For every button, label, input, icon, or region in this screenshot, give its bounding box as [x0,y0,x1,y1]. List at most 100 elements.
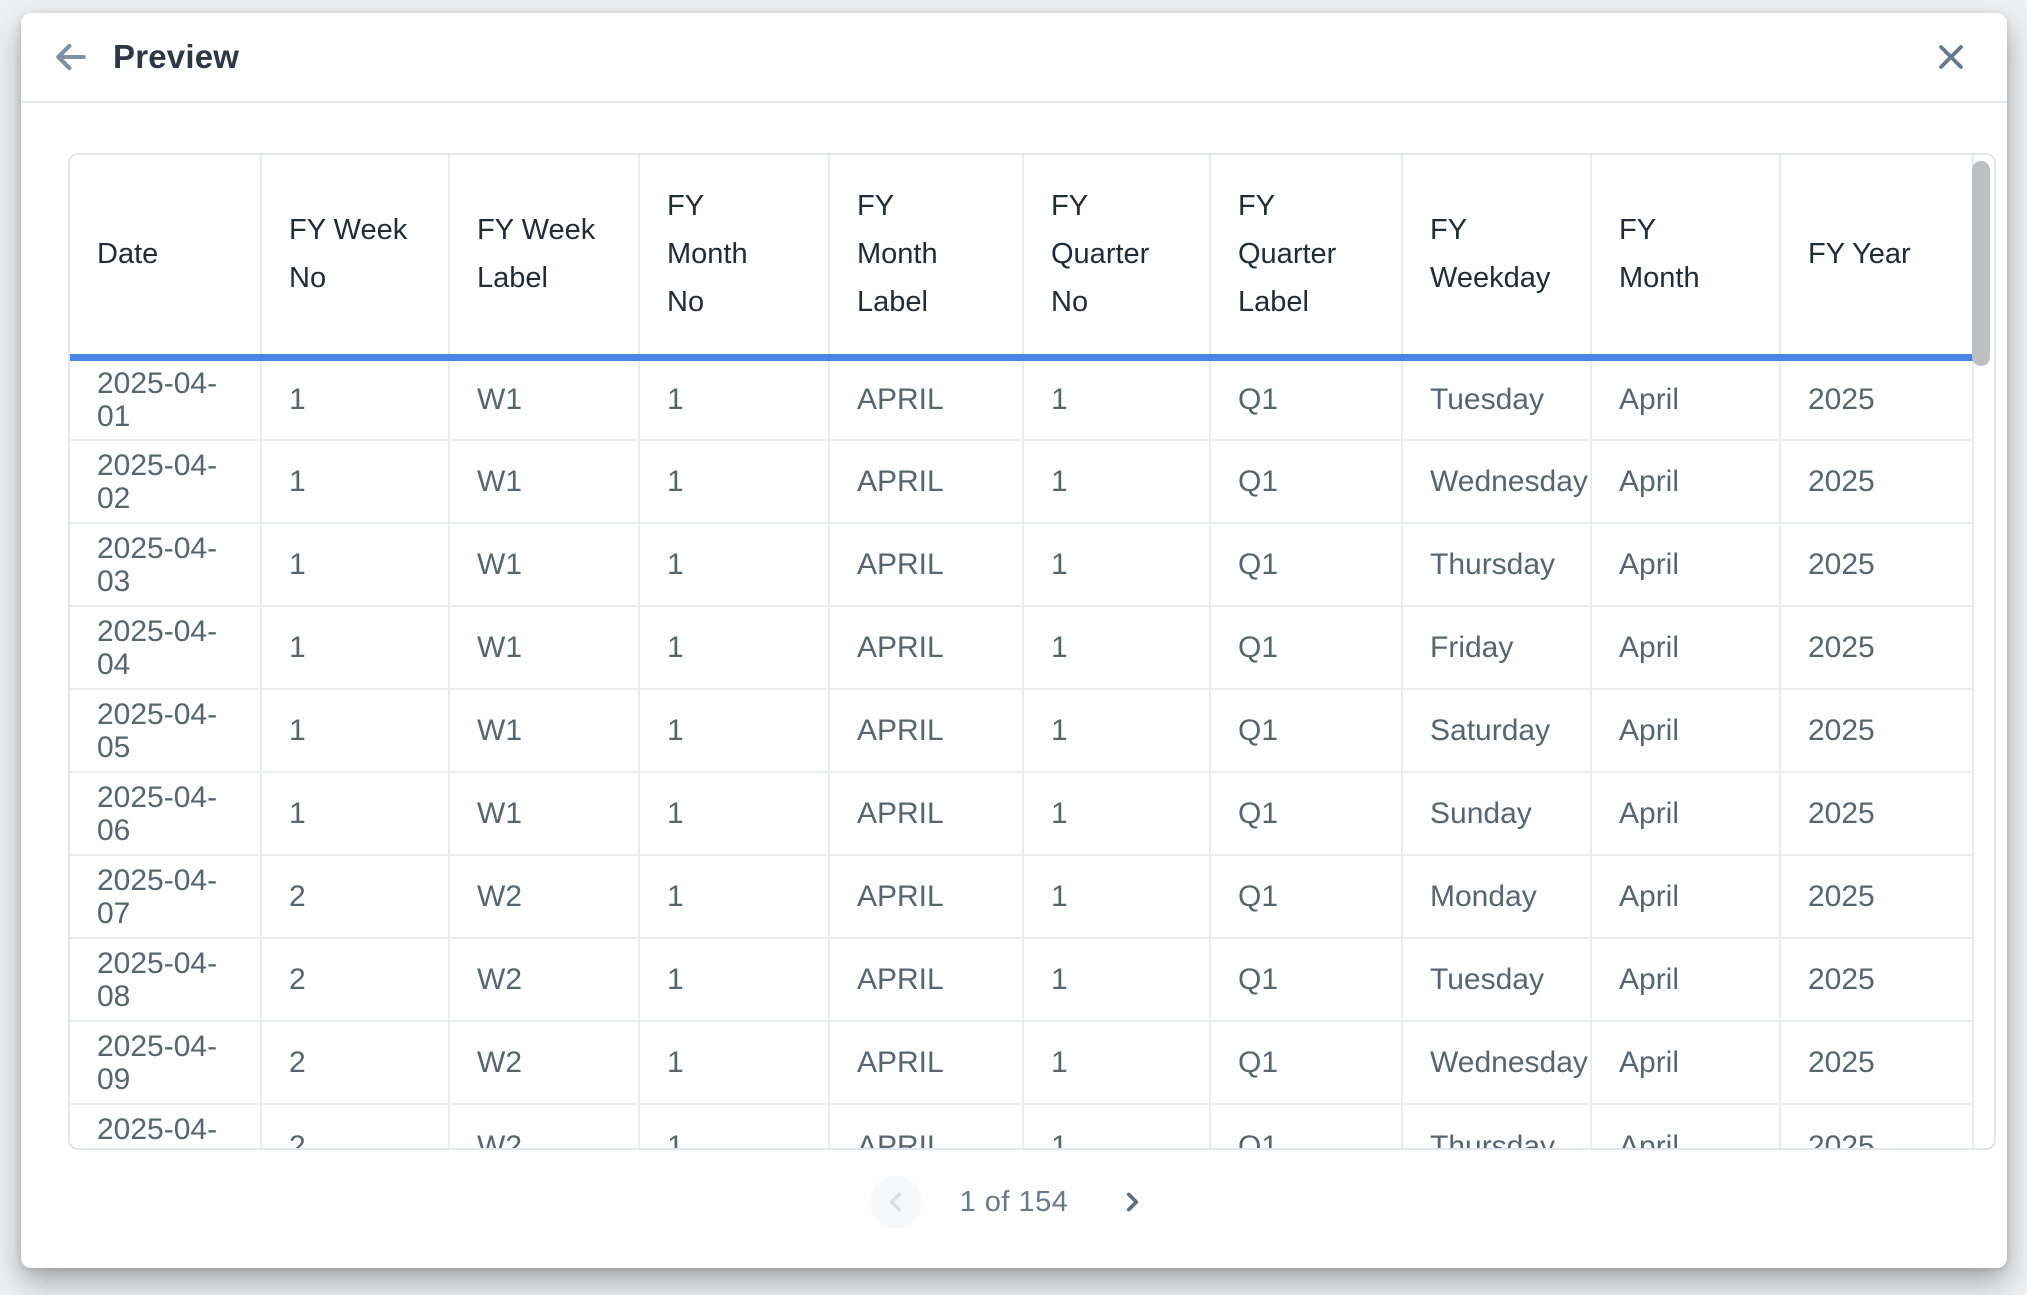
column-header: FY Quarter Label [1210,155,1403,361]
table-cell: 1 [639,689,830,773]
table-cell: 2025-04-09 [70,1021,262,1105]
table-cell: Saturday [1402,689,1592,773]
table-cell: 1 [1023,606,1211,690]
table-cell: Thursday [1402,1104,1592,1148]
table-cell: APRIL [829,938,1024,1022]
table-row: 2025-04-05 1 W1 1 APRIL 1 Q1 Saturday April 2025 [70,689,1974,773]
table-cell: 1 [639,1104,830,1148]
table-cell: Monday [1402,855,1592,939]
back-button[interactable] [49,35,93,79]
table-cell: 1 [639,938,830,1022]
table-cell: 1 [639,440,830,524]
close-button[interactable] [1929,35,1973,79]
preview-table: Date FY Week No FY Week Label FY Month No FY… [70,155,1974,1148]
table-cell: 1 [261,606,450,690]
table-cell: 2025-04-10 [70,1104,262,1148]
column-header: FY Month No [639,155,830,361]
table-cell: Q1 [1210,938,1403,1022]
table-cell: 1 [261,440,450,524]
column-header: FY Quarter No [1023,155,1211,361]
next-page-button[interactable] [1106,1176,1158,1228]
table-cell: April [1591,440,1781,524]
preview-table-container: Date FY Week No FY Week Label FY Month No FY… [68,153,1996,1150]
table-cell: April [1591,1104,1781,1148]
table-cell: W1 [449,440,640,524]
table-body: 2025-04-01 1 W1 1 APRIL 1 Q1 Tuesday April 2025 20… [70,357,1974,1148]
chevron-left-icon [883,1189,909,1215]
table-cell: W1 [449,357,640,441]
table-cell: APRIL [829,689,1024,773]
table-cell: W2 [449,1104,640,1148]
table-cell: 1 [1023,1021,1211,1105]
table-row: 2025-04-09 2 W2 1 APRIL 1 Q1 Wednesday April 2025 [70,1021,1974,1105]
table-cell: 1 [1023,440,1211,524]
table-cell: Q1 [1210,606,1403,690]
previous-page-button[interactable] [869,1176,922,1228]
table-cell: April [1591,357,1781,441]
table-cell: APRIL [829,357,1024,441]
table-row: 2025-04-04 1 W1 1 APRIL 1 Q1 Friday April 2025 [70,606,1974,690]
table-row: 2025-04-03 1 W1 1 APRIL 1 Q1 Thursday April 2025 [70,523,1974,607]
table-cell: 2025 [1780,772,1974,856]
table-cell: APRIL [829,772,1024,856]
table-cell: Friday [1402,606,1592,690]
table-cell: 2 [261,1104,450,1148]
table-cell: 2025-04-06 [70,772,262,856]
table-cell: April [1591,772,1781,856]
table-cell: 1 [1023,523,1211,607]
vertical-scrollbar-thumb[interactable] [1972,161,1990,366]
column-header: FY Week Label [449,155,640,361]
table-cell: Q1 [1210,440,1403,524]
table-cell: 1 [639,357,830,441]
table-cell: W2 [449,855,640,939]
table-cell: Q1 [1210,1104,1403,1148]
table-cell: April [1591,938,1781,1022]
table-cell: 2 [261,855,450,939]
column-header: FY Month Label [829,155,1024,361]
table-cell: 1 [639,523,830,607]
table-cell: 2025-04-08 [70,938,262,1022]
table-cell: 2025 [1780,1021,1974,1105]
table-cell: Wednesday [1402,1021,1592,1105]
pagination: 1 of 154 [21,1176,2007,1228]
page-indicator: 1 of 154 [959,1185,1069,1218]
table-cell: 1 [1023,357,1211,441]
table-row: 2025-04-08 2 W2 1 APRIL 1 Q1 Tuesday April 2025 [70,938,1974,1022]
table-cell: Sunday [1402,772,1592,856]
column-header: FY Weekday [1402,155,1592,361]
table-cell: W1 [449,523,640,607]
table-cell: APRIL [829,606,1024,690]
table-header-row: Date FY Week No FY Week Label FY Month No FY… [70,155,1974,361]
table-cell: 1 [261,772,450,856]
table-cell: 2025 [1780,689,1974,773]
table-cell: Tuesday [1402,357,1592,441]
table-cell: 1 [639,772,830,856]
table-cell: 2025-04-07 [70,855,262,939]
close-icon [1934,40,1968,74]
table-cell: 2 [261,938,450,1022]
header-row: Date FY Week No FY Week Label FY Month No FY… [70,155,1974,361]
table-cell: Wednesday [1402,440,1592,524]
table-row: 2025-04-102W21APRIL1Q1ThursdayApril2025 [70,1104,1974,1148]
table-cell: 2025-04-02 [70,440,262,524]
table-cell: Q1 [1210,772,1403,856]
table-cell: APRIL [829,440,1024,524]
table-cell: 1 [639,1021,830,1105]
table-cell: 2025 [1780,357,1974,441]
table-cell: APRIL [829,1104,1024,1148]
table-cell: W2 [449,1021,640,1105]
table-cell: 2025 [1780,938,1974,1022]
table-cell: April [1591,523,1781,607]
table-cell: APRIL [829,855,1024,939]
table-cell: Q1 [1210,1021,1403,1105]
column-header: FY Week No [261,155,450,361]
table-cell: 1 [1023,772,1211,856]
table-cell: 2025 [1780,523,1974,607]
table-cell: APRIL [829,1021,1024,1105]
table-cell: 1 [1023,1104,1211,1148]
table-cell: W1 [449,689,640,773]
table-cell: 1 [1023,689,1211,773]
table-cell: 2025-04-05 [70,689,262,773]
modal-header: Preview [21,13,2007,103]
table-cell: April [1591,1021,1781,1105]
